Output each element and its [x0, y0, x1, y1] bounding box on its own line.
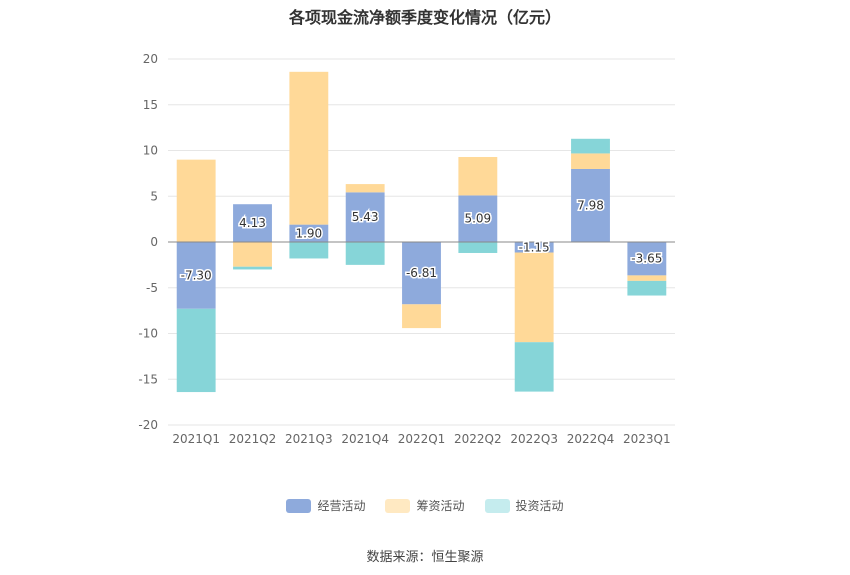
data-label: -1.15 — [519, 240, 550, 254]
bars — [176, 71, 667, 393]
data-label: 1.90 — [295, 226, 322, 240]
chart-title: 各项现金流净额季度变化情况（亿元） — [288, 8, 561, 27]
y-tick-label: 0 — [150, 235, 158, 249]
bar-segment-financing — [402, 304, 441, 329]
legend-label-financing: 筹资活动 — [416, 499, 465, 513]
bar-segment-investing — [627, 280, 667, 296]
x-tick-label: 2022Q1 — [398, 432, 446, 446]
bar-segment-investing — [176, 308, 216, 393]
x-tick-label: 2022Q3 — [510, 432, 558, 446]
bar-segment-operating — [345, 192, 385, 242]
data-label: -6.81 — [406, 266, 437, 280]
bar-segment-financing — [514, 252, 554, 343]
y-tick-label: 5 — [150, 189, 158, 203]
data-label: 7.98 — [577, 198, 604, 212]
legend-label-operating: 经营活动 — [317, 499, 366, 513]
bar-segment-operating — [233, 204, 272, 242]
y-tick-label: -5 — [146, 281, 158, 295]
bar-segment-operating — [627, 242, 667, 276]
x-tick-label: 2023Q1 — [623, 432, 671, 446]
legend-item-operating[interactable]: 经营活动 — [286, 497, 365, 514]
legend-item-investing[interactable]: 投资活动 — [484, 497, 564, 514]
x-tick-label: 2022Q4 — [567, 432, 615, 446]
x-tick-label: 2022Q2 — [454, 432, 502, 446]
y-tick-label: 20 — [143, 52, 158, 66]
bar-segment-financing — [345, 184, 385, 193]
bar-segment-financing — [458, 156, 498, 196]
data-label: 4.13 — [239, 216, 266, 230]
data-label: -3.65 — [631, 252, 662, 266]
bar-segment-financing — [233, 242, 272, 267]
bar-segment-financing — [176, 159, 216, 242]
data-labels: -7.30 4.13 1.90 5.43 -6.81 5.09 -1.15 7.98 -3.65 — [179, 197, 664, 284]
legend-swatch-operating — [286, 498, 312, 513]
bar-segment-operating — [514, 242, 554, 253]
bar-segment-operating — [571, 168, 610, 242]
bar-segment-investing — [458, 242, 498, 253]
y-tick-label: -10 — [138, 327, 158, 341]
bar-segment-financing — [289, 71, 329, 225]
bar-segment-operating — [289, 224, 329, 242]
bar-segment-operating — [402, 242, 441, 305]
bar-segment-investing — [345, 242, 385, 265]
legend-label-investing: 投资活动 — [515, 499, 564, 513]
x-axis-ticks: 2021Q1 2021Q2 2021Q3 2021Q4 2022Q1 2022Q2 2022… — [172, 432, 670, 446]
y-axis-ticks: 20 15 10 5 0 -5 -10 -15 -20 — [138, 52, 158, 432]
legend-swatch-financing — [385, 498, 411, 513]
bar-segment-operating — [458, 195, 498, 242]
y-tick-label: 15 — [143, 98, 158, 112]
legend: 经营活动 筹资活动 投资活动 — [0, 497, 850, 514]
x-tick-label: 2021Q4 — [341, 432, 389, 446]
source-note: 数据来源：恒生聚源 — [366, 550, 484, 565]
x-tick-label: 2021Q2 — [229, 432, 277, 446]
bar-segment-financing — [571, 153, 610, 169]
y-tick-label: -15 — [138, 372, 158, 386]
data-label: -7.30 — [181, 268, 212, 282]
bar-segment-investing — [571, 138, 610, 154]
bar-segment-financing — [627, 275, 667, 281]
legend-item-financing[interactable]: 筹资活动 — [385, 497, 465, 514]
y-tick-label: 10 — [143, 144, 158, 158]
legend-swatch-investing — [484, 498, 510, 513]
data-label: 5.09 — [464, 212, 491, 226]
x-tick-label: 2021Q1 — [172, 432, 220, 446]
bar-segment-investing — [233, 266, 272, 270]
bar-segment-investing — [289, 242, 329, 259]
data-label: 5.43 — [352, 210, 379, 224]
y-tick-label: -20 — [138, 418, 158, 432]
bar-segment-investing — [514, 342, 554, 392]
x-tick-label: 2021Q3 — [285, 432, 333, 446]
bar-segment-operating — [176, 242, 216, 309]
